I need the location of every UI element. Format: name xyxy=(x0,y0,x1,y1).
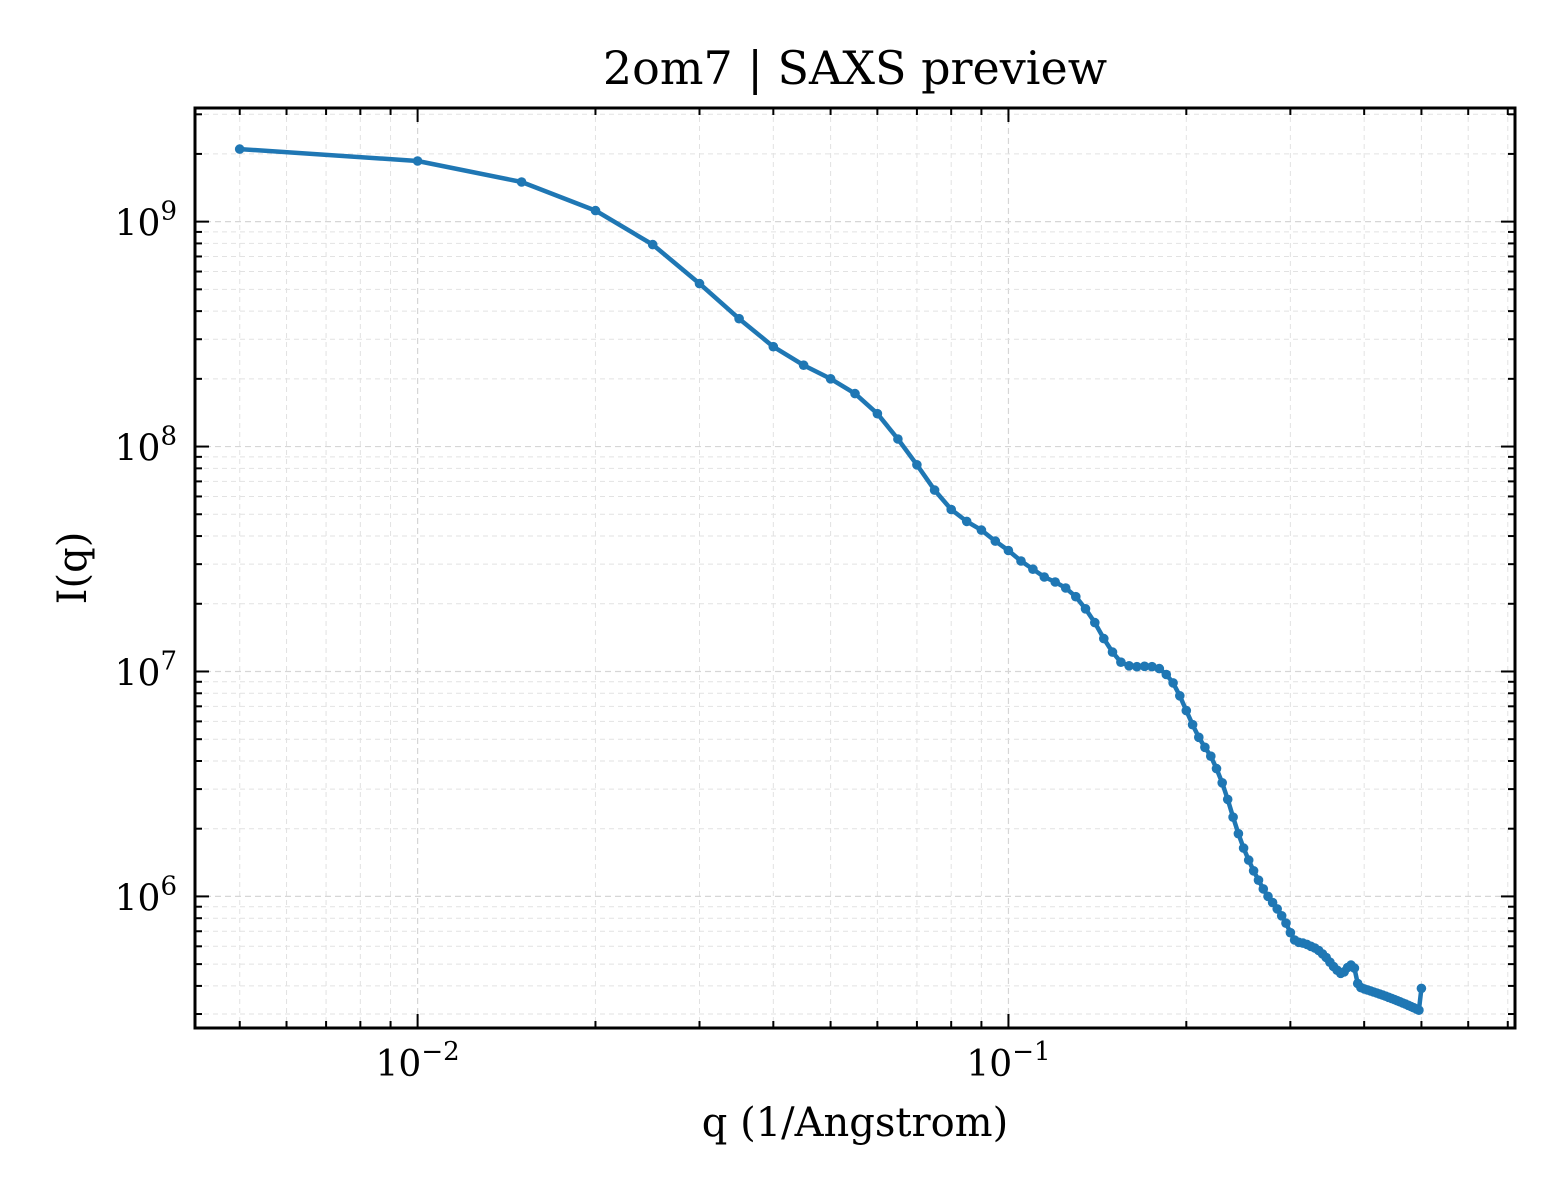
data-point xyxy=(1281,918,1291,928)
x-tick-label: 10−2 xyxy=(376,1037,460,1085)
data-point xyxy=(1200,742,1210,753)
plot-frame xyxy=(193,106,1517,1030)
data-point xyxy=(1060,583,1071,593)
data-point xyxy=(1175,691,1185,701)
data-point xyxy=(694,278,705,289)
data-point xyxy=(893,434,903,444)
data-point xyxy=(1248,866,1259,876)
data-point xyxy=(1039,572,1050,582)
data-point xyxy=(1285,927,1296,938)
data-point xyxy=(1211,763,1222,774)
data-point xyxy=(1181,705,1192,716)
data-point xyxy=(1139,661,1150,672)
y-tick-label: 108 xyxy=(115,422,177,470)
data-point xyxy=(1414,1005,1424,1015)
data-point xyxy=(976,525,987,535)
data-point xyxy=(1099,633,1109,644)
data-point xyxy=(1147,661,1157,672)
data-point xyxy=(1217,778,1227,788)
data-point xyxy=(929,485,940,495)
data-point xyxy=(1187,719,1198,730)
data-point xyxy=(234,144,245,154)
data-point xyxy=(1233,828,1244,839)
data-point xyxy=(1071,591,1081,602)
data-point xyxy=(1154,663,1165,674)
data-point xyxy=(590,205,601,216)
data-point xyxy=(734,313,744,324)
data-point xyxy=(1253,875,1264,885)
data-point xyxy=(516,177,527,187)
data-point xyxy=(1028,564,1038,574)
data-point xyxy=(825,374,836,384)
data-point xyxy=(1161,669,1172,680)
y-axis-label: I(q) xyxy=(50,532,96,605)
data-point xyxy=(1258,884,1269,894)
data-point xyxy=(946,504,956,515)
data-point xyxy=(647,239,658,250)
data-point xyxy=(1090,617,1100,628)
data-point xyxy=(798,360,809,371)
data-point xyxy=(1194,732,1204,743)
data-point xyxy=(1243,855,1254,865)
data-point xyxy=(1016,556,1026,566)
series-layer xyxy=(234,144,1427,1015)
chart-title: 2om7 | SAXS preview xyxy=(603,41,1107,95)
data-point xyxy=(1107,647,1118,657)
data-point xyxy=(872,408,883,419)
data-point xyxy=(1276,911,1287,921)
y-tick-label: 107 xyxy=(115,646,177,694)
data-point xyxy=(1080,604,1091,614)
grid-lines xyxy=(195,108,1515,1028)
axis-ticks: 10−2 10−1 106 107 108 109 xyxy=(115,108,1515,1085)
data-point xyxy=(1116,657,1126,667)
data-point xyxy=(1272,904,1282,914)
data-point xyxy=(912,460,922,470)
x-tick-label: 10−1 xyxy=(966,1037,1050,1085)
data-point xyxy=(1050,577,1060,587)
data-point xyxy=(1132,661,1142,672)
data-point xyxy=(850,388,860,399)
data-point xyxy=(412,156,423,166)
data-point xyxy=(1349,963,1360,973)
data-point xyxy=(1124,661,1134,671)
data-point xyxy=(990,536,1001,546)
data-point xyxy=(1228,812,1238,822)
data-point xyxy=(1222,794,1233,805)
data-point xyxy=(1238,843,1249,853)
y-tick-label: 106 xyxy=(115,871,177,919)
data-point xyxy=(961,516,972,527)
x-axis-label: q (1/Angstrom) xyxy=(702,1100,1008,1146)
data-point xyxy=(1003,545,1014,556)
data-point xyxy=(1416,983,1427,994)
data-point xyxy=(1206,751,1216,761)
y-tick-label: 109 xyxy=(115,197,177,245)
data-point xyxy=(1168,678,1178,688)
data-point xyxy=(768,341,779,352)
